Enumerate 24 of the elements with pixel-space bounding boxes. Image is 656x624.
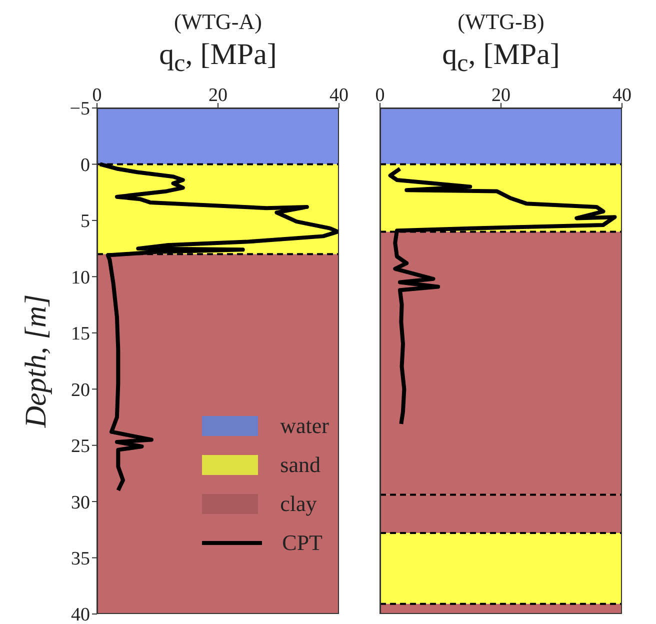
y-tick-label: 15 [71, 324, 90, 345]
y-axis-title: Depth, [m] [20, 294, 53, 429]
y-tick-label: 35 [71, 548, 90, 570]
legend-label: water [280, 412, 329, 438]
y-tick-label: 30 [71, 492, 90, 514]
x-tick-label: 40 [330, 85, 348, 106]
x-axis-title: q$_{c}$, [MPa] [158, 37, 278, 79]
x-axis-title: q$_{c}$, [MPa] [441, 37, 561, 79]
chart-title: (WTG-B) [456, 8, 546, 36]
legend-label: CPT [282, 530, 322, 556]
x-tick-label: 0 [375, 85, 385, 106]
band-label: clay [280, 490, 317, 516]
y-tick-label: 10 [71, 267, 90, 288]
x-tick-label: 20 [492, 85, 510, 106]
y-tick-label: 5 [80, 211, 90, 232]
legend-label: sand [280, 452, 320, 478]
y-tick-label: 20 [71, 380, 90, 401]
y-tick-label: −5 [70, 98, 90, 120]
x-tick-label: 20 [208, 85, 228, 106]
x-tick-label: 40 [612, 85, 632, 106]
y-tick-label: 0 [80, 154, 90, 176]
y-tick-label: 25 [71, 436, 90, 458]
y-tick-label: 40 [71, 604, 90, 624]
chart-title: (WTG-A) [173, 8, 263, 36]
